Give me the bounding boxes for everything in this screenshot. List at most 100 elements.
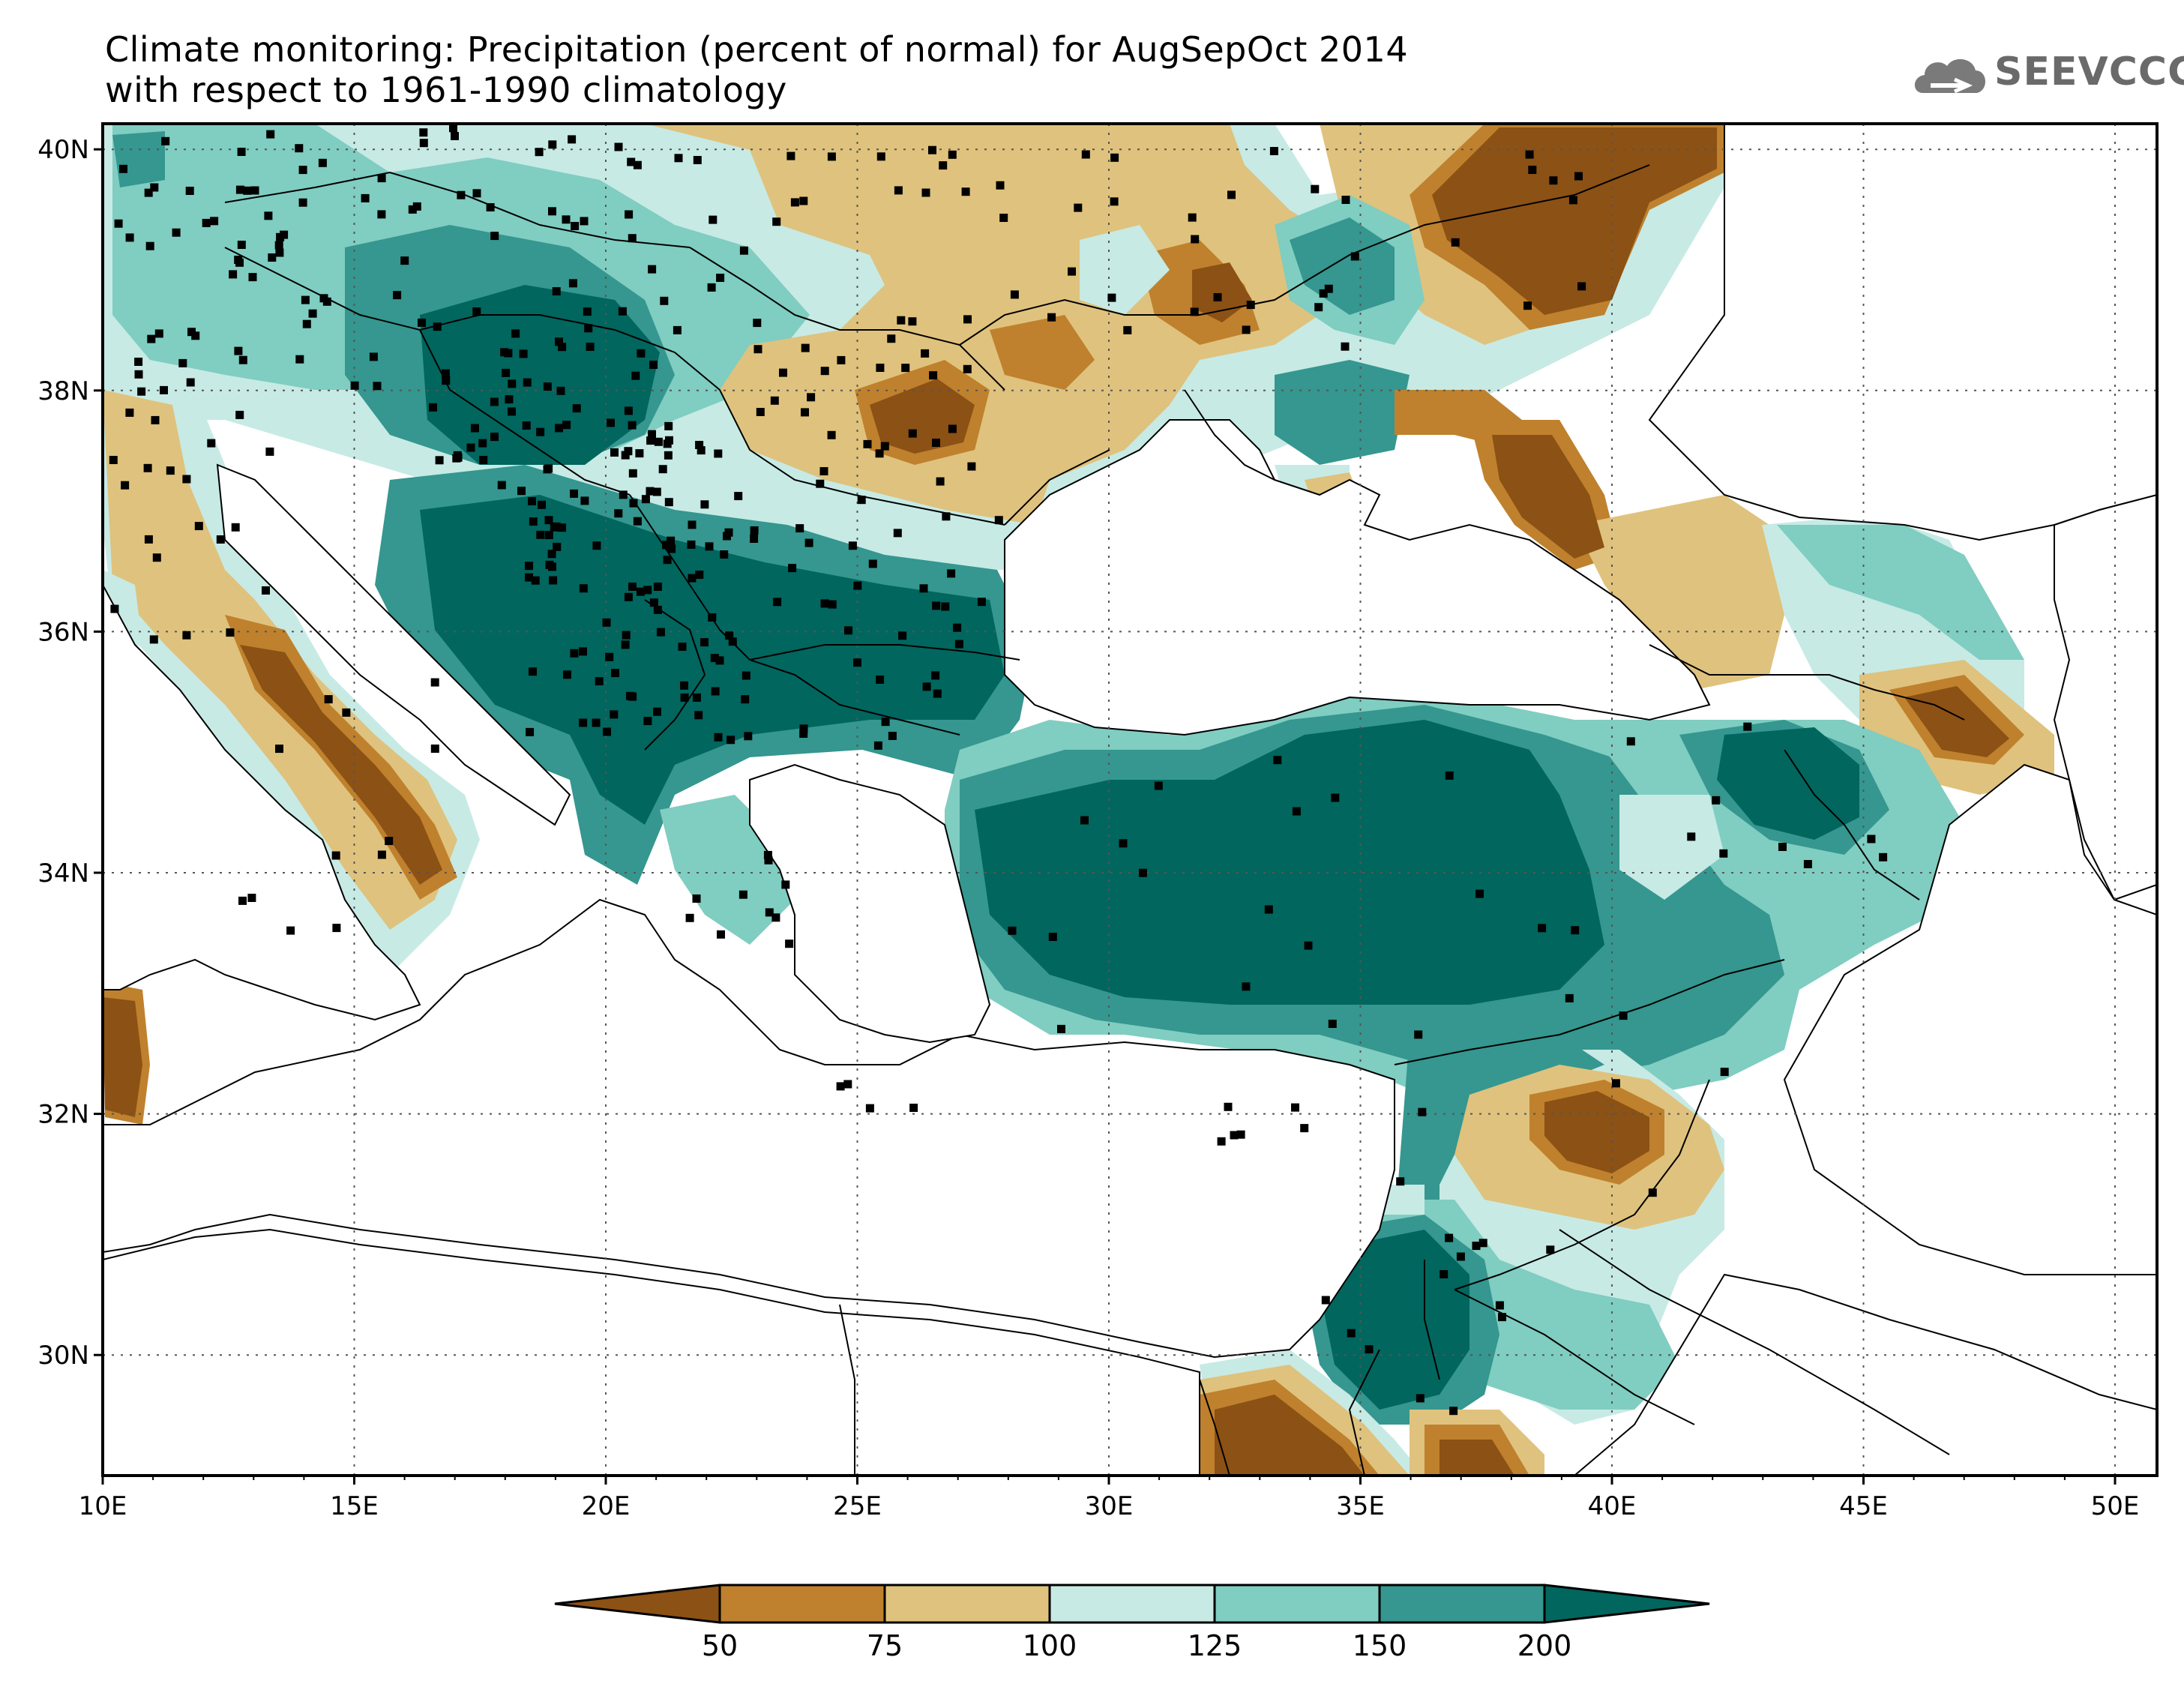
station-marker	[478, 439, 487, 448]
station-marker	[688, 520, 697, 529]
station-marker	[308, 309, 317, 318]
station-marker	[552, 287, 561, 295]
station-marker	[361, 193, 370, 202]
station-marker	[1107, 293, 1116, 302]
station-marker	[1304, 941, 1313, 950]
lon-tick-label: 15E	[330, 1491, 379, 1521]
station-marker	[1230, 1131, 1239, 1140]
station-marker	[921, 349, 930, 358]
station-marker	[479, 456, 488, 464]
station-marker	[1311, 184, 1320, 193]
station-marker	[419, 139, 428, 148]
station-marker	[490, 232, 499, 241]
station-marker	[1619, 1011, 1628, 1020]
station-marker	[1546, 1245, 1555, 1254]
map-title-line1: Climate monitoring: Precipitation (perce…	[105, 29, 1409, 70]
station-marker	[342, 708, 351, 717]
station-marker	[377, 174, 386, 183]
station-marker	[773, 598, 782, 607]
station-marker	[750, 526, 759, 535]
station-marker	[786, 151, 795, 160]
station-marker	[1574, 172, 1583, 181]
station-marker	[570, 649, 579, 658]
station-marker	[1867, 835, 1876, 844]
station-marker	[894, 186, 903, 195]
station-marker	[807, 393, 816, 402]
station-marker	[799, 196, 808, 205]
station-marker	[579, 647, 587, 656]
colorbar-segment	[883, 1584, 1051, 1624]
station-marker	[264, 211, 273, 220]
station-marker	[932, 601, 941, 610]
station-marker	[680, 693, 689, 702]
station-marker	[145, 241, 154, 250]
station-marker	[1571, 926, 1580, 935]
station-marker	[772, 217, 781, 226]
station-marker	[619, 490, 628, 499]
station-marker	[1081, 150, 1090, 159]
station-marker	[954, 640, 963, 649]
station-marker	[919, 584, 928, 593]
station-marker	[881, 718, 890, 727]
station-marker	[298, 166, 307, 175]
station-marker	[178, 358, 187, 367]
station-marker	[741, 695, 750, 704]
station-marker	[1331, 793, 1340, 802]
station-marker	[275, 745, 283, 754]
station-markers	[109, 124, 1888, 1416]
station-marker	[441, 369, 450, 378]
station-marker	[687, 540, 696, 549]
station-marker	[385, 837, 394, 846]
map-title-line2: with respect to 1961-1990 climatology	[105, 70, 787, 110]
station-marker	[663, 439, 672, 448]
station-marker	[235, 185, 244, 194]
station-marker	[932, 439, 940, 447]
station-marker	[266, 130, 275, 139]
colorbar-label: 50	[702, 1629, 738, 1662]
station-marker	[1328, 1020, 1337, 1028]
station-marker	[393, 291, 402, 300]
station-marker	[1687, 832, 1696, 841]
station-marker	[700, 638, 709, 647]
station-marker	[538, 500, 546, 509]
station-marker	[571, 222, 580, 230]
station-marker	[611, 669, 619, 678]
station-marker	[603, 727, 611, 736]
station-marker	[237, 148, 246, 156]
station-marker	[876, 675, 885, 684]
lon-tick-label: 35E	[1336, 1491, 1385, 1521]
station-marker	[472, 189, 481, 198]
station-marker	[579, 584, 588, 593]
station-marker	[853, 581, 862, 590]
station-marker	[555, 424, 564, 433]
colorbar-labels: 50 75 100 125 150 200	[702, 1629, 1571, 1662]
station-marker	[549, 576, 558, 585]
station-marker	[369, 352, 378, 361]
station-marker	[275, 248, 284, 257]
station-marker	[1119, 839, 1128, 848]
station-marker	[430, 745, 439, 753]
station-marker	[692, 693, 701, 702]
station-marker	[1577, 282, 1586, 291]
station-marker	[1324, 284, 1333, 293]
station-marker	[1154, 781, 1163, 790]
station-marker	[625, 210, 634, 219]
station-marker	[186, 378, 195, 387]
station-marker	[562, 421, 571, 430]
station-marker	[628, 469, 637, 478]
colorbar	[554, 1584, 1710, 1624]
station-marker	[453, 451, 462, 460]
station-marker	[144, 188, 153, 197]
station-marker	[929, 371, 938, 380]
station-marker	[999, 214, 1008, 222]
station-marker	[154, 329, 163, 338]
cloud-logo-icon	[1914, 58, 1986, 94]
station-marker	[525, 562, 533, 571]
station-marker	[610, 710, 619, 719]
station-marker	[714, 449, 723, 458]
station-marker	[933, 689, 942, 698]
precip-below-50-region	[240, 645, 442, 885]
station-marker	[1456, 1252, 1465, 1261]
station-marker	[265, 447, 274, 456]
station-marker	[764, 855, 773, 864]
